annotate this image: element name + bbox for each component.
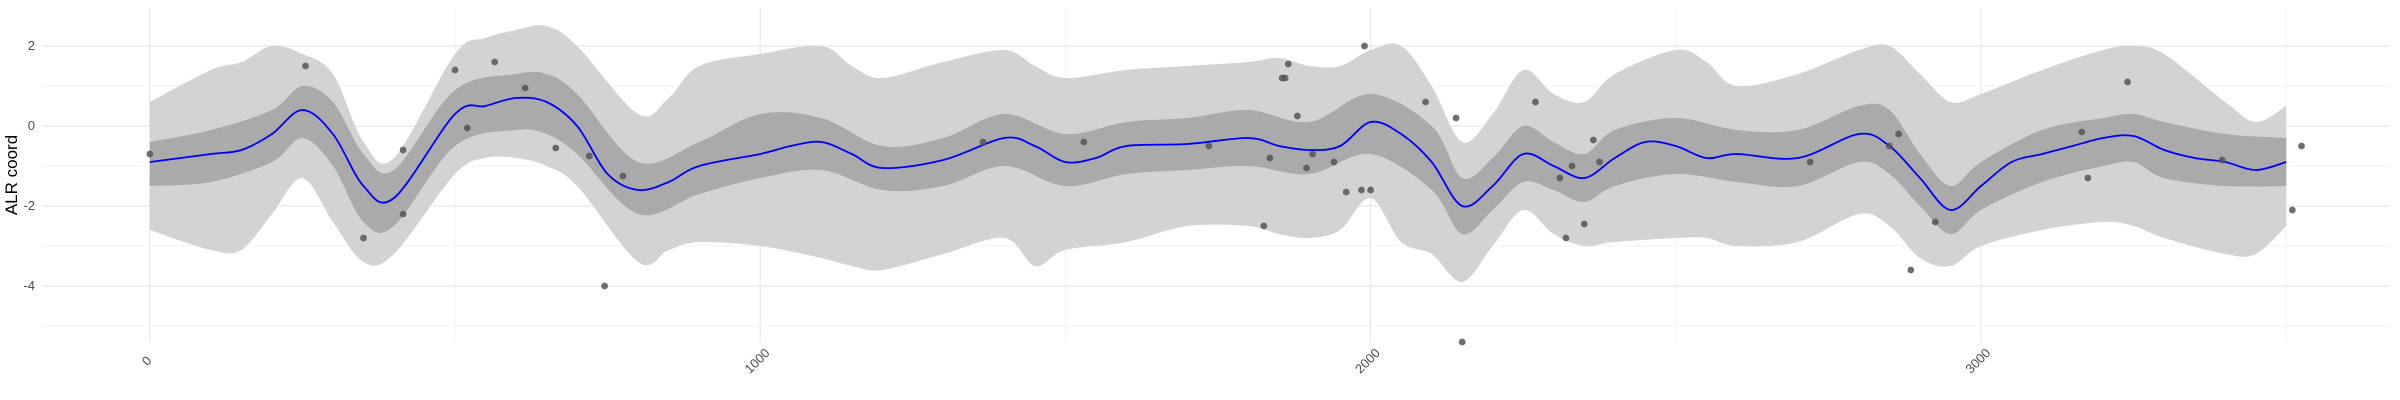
data-point <box>1562 234 1570 242</box>
y-tick-label: 2 <box>28 38 35 53</box>
data-point <box>1361 42 1368 50</box>
data-point <box>1266 154 1274 162</box>
data-point <box>552 144 560 152</box>
data-point <box>1458 338 1466 346</box>
inner-confidence-band <box>149 71 2287 235</box>
data-point <box>1931 218 1939 226</box>
data-point <box>1260 222 1268 230</box>
data-point <box>979 138 987 146</box>
data-point <box>1532 98 1539 106</box>
data-point <box>1367 186 1375 194</box>
data-point <box>146 150 154 158</box>
data-point <box>1806 158 1814 166</box>
data-point <box>399 210 407 218</box>
data-point <box>451 66 459 74</box>
data-point <box>521 84 529 92</box>
data-point <box>1284 60 1292 68</box>
data-point <box>2298 142 2305 150</box>
data-point <box>1452 114 1460 122</box>
x-tick-label: 0 <box>139 353 155 369</box>
data-point <box>1568 162 1576 170</box>
y-tick-label: 0 <box>28 118 35 133</box>
observations <box>146 42 2305 346</box>
data-point <box>491 58 499 66</box>
data-point <box>1422 98 1429 106</box>
data-point <box>360 234 367 242</box>
data-point <box>2124 78 2131 86</box>
data-point <box>399 146 407 154</box>
data-point <box>302 62 309 70</box>
data-point <box>2218 156 2226 164</box>
x-axis-ticks: 0 1000 2000 3000 <box>139 345 1994 376</box>
data-point <box>619 172 627 180</box>
data-point <box>2084 174 2092 182</box>
data-point <box>1895 130 1903 138</box>
y-tick-label: -2 <box>23 198 35 213</box>
data-point <box>1580 220 1588 228</box>
data-point <box>1907 266 1915 274</box>
data-point <box>1330 158 1338 166</box>
data-point <box>1281 74 1289 82</box>
y-axis-title: ALR coord <box>2 135 21 215</box>
x-tick-label: 3000 <box>1962 345 1993 376</box>
data-point <box>1309 150 1317 158</box>
data-point <box>463 124 471 132</box>
y-tick-label: -4 <box>23 278 35 293</box>
data-point <box>1886 142 1893 150</box>
data-point <box>1590 136 1597 144</box>
x-tick-label: 2000 <box>1352 345 1383 376</box>
confidence-bands <box>149 25 2287 283</box>
data-point <box>1293 112 1301 120</box>
data-point <box>2078 128 2086 136</box>
data-point <box>585 152 593 160</box>
data-point <box>1358 186 1365 194</box>
data-point <box>1596 158 1603 166</box>
data-point <box>1205 142 1213 150</box>
data-point <box>1342 188 1350 196</box>
data-point <box>2288 206 2296 214</box>
y-axis-ticks: 2 0 -2 -4 <box>23 38 35 293</box>
data-point <box>1080 138 1088 146</box>
mean-curve-layer <box>149 96 2287 211</box>
data-point <box>1556 174 1564 182</box>
x-tick-label: 1000 <box>742 345 773 376</box>
mean-curve <box>149 96 2287 211</box>
data-point <box>1303 164 1310 172</box>
data-point <box>601 282 608 290</box>
